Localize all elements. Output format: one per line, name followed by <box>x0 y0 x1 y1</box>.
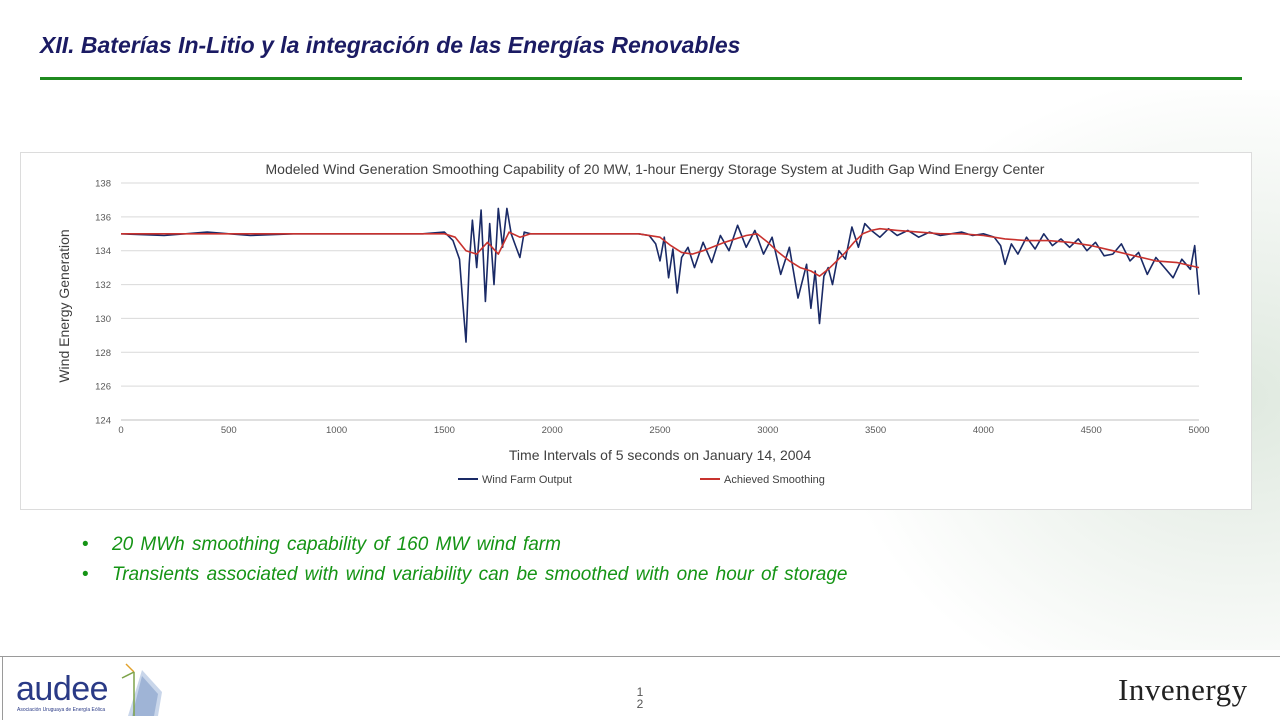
grid-lines <box>121 182 1199 387</box>
invenergy-logo: Invenergy <box>1118 672 1248 708</box>
audee-logo-text: audee <box>16 670 109 708</box>
chart-svg: Modeled Wind Generation Smoothing Capabi… <box>56 161 1210 486</box>
y-tick-label: 136 <box>95 212 111 223</box>
series-line-wind-farm-output <box>120 207 1200 343</box>
legend-label-achieved-smoothing: Achieved Smoothing <box>724 474 825 486</box>
x-tick-label: 3500 <box>865 425 886 436</box>
x-tick-label: 1500 <box>434 425 455 436</box>
x-tick-label: 4000 <box>973 425 994 436</box>
y-tick-label: 128 <box>95 348 111 359</box>
title-divider <box>40 77 1242 80</box>
y-tick-label: 134 <box>95 246 111 257</box>
x-tick-label: 2000 <box>542 425 563 436</box>
y-tick-label: 130 <box>95 314 111 325</box>
x-axis-label: Time Intervals of 5 seconds on January 1… <box>509 447 811 463</box>
footer <box>0 656 1280 721</box>
bullet-list: • 20 MWh smoothing capability of 160 MW w… <box>80 531 847 591</box>
invenergy-logo-text: Invenergy <box>1118 672 1248 707</box>
y-tick-label: 132 <box>95 280 111 291</box>
bullet-item: • Transients associated with wind variabi… <box>80 561 847 591</box>
y-tick-label: 124 <box>95 416 111 427</box>
chart-title: Modeled Wind Generation Smoothing Capabi… <box>266 161 1045 177</box>
bullet-text: Transients associated with wind variabil… <box>112 564 848 585</box>
audee-logo-subtext: Asociación Uruguaya de Energía Eólica <box>17 707 106 713</box>
legend-label-wind-farm-output: Wind Farm Output <box>482 474 572 486</box>
x-tick-label: 500 <box>221 425 237 436</box>
wind-turbine-icon <box>121 663 162 716</box>
y-axis-ticks: 124 126 128 130 132 134 136 138 <box>95 179 111 427</box>
y-tick-label: 138 <box>95 179 111 190</box>
x-axis-ticks: 0 500 1000 1500 2000 2500 3000 3500 4000 4500 5000 <box>118 425 1209 436</box>
audee-logo: audee Asociación Uruguaya de Energía Eól… <box>14 660 164 718</box>
y-axis-label: Wind Energy Generation <box>56 229 72 382</box>
slide-title: XII. Baterías In-Litio y la integración … <box>40 32 741 58</box>
x-tick-label: 0 <box>118 425 123 436</box>
series-line-achieved-smoothing <box>121 227 1200 277</box>
x-tick-label: 4500 <box>1081 425 1102 436</box>
y-tick-label: 126 <box>95 382 111 393</box>
chart-container: Modeled Wind Generation Smoothing Capabi… <box>20 152 1252 510</box>
x-tick-label: 2500 <box>649 425 670 436</box>
bullet-item: • 20 MWh smoothing capability of 160 MW w… <box>80 531 847 561</box>
page-number: 1 2 <box>636 685 644 711</box>
x-tick-label: 3000 <box>757 425 778 436</box>
bullet-marker: • <box>82 564 89 585</box>
legend: Wind Farm Output Achieved Smoothing <box>458 474 825 486</box>
bullet-text: 20 MWh smoothing capability of 160 MW wi… <box>112 534 561 555</box>
footer-divider <box>2 656 3 720</box>
x-tick-label: 1000 <box>326 425 347 436</box>
x-tick-label: 5000 <box>1188 425 1209 436</box>
bullet-marker: • <box>82 534 89 555</box>
